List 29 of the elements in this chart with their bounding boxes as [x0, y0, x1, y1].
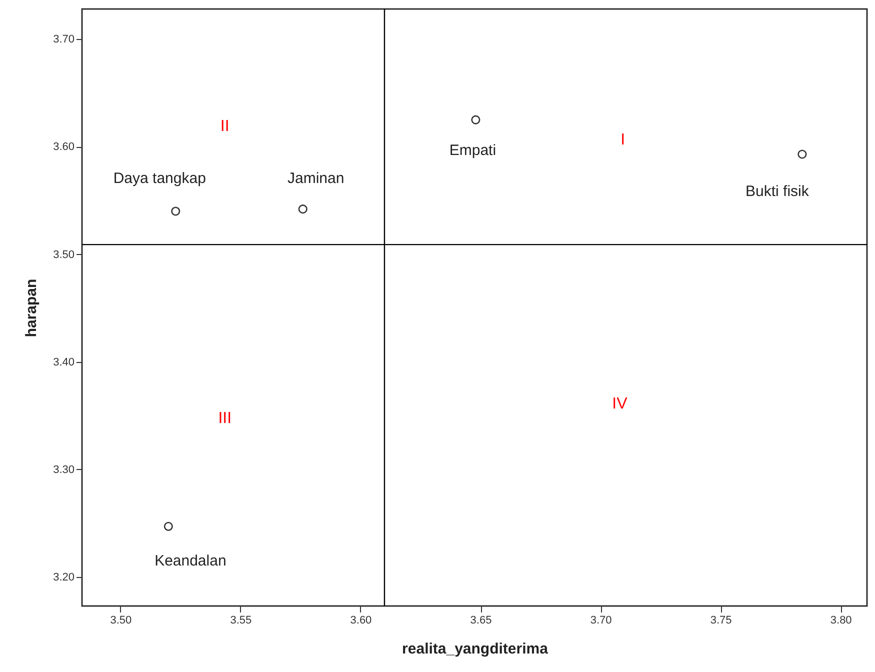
- y-tick-label: 3.50: [53, 248, 74, 261]
- y-tick-label: 3.20: [53, 571, 74, 584]
- point: [164, 522, 173, 531]
- annotation: II: [220, 118, 230, 136]
- y-tick-label: 3.30: [53, 464, 74, 476]
- x-tick-label: 3.70: [590, 614, 612, 626]
- point: [171, 206, 180, 216]
- annotation: III: [218, 410, 232, 427]
- y-tick-label: 3.60: [53, 141, 74, 154]
- x-axis-title: realita_yangditerima: [402, 640, 549, 658]
- data-label: Jaminan: [288, 170, 344, 188]
- data-label: Empati: [449, 142, 496, 159]
- x-tick-label: 3.75: [710, 614, 732, 626]
- point: [298, 204, 308, 214]
- x-tick-label: 3.65: [470, 614, 492, 626]
- y-axis-title: harapan: [23, 278, 40, 338]
- x-tick-label: 3.50: [110, 614, 132, 626]
- x-tick-label: 3.80: [830, 614, 852, 626]
- data-label: Bukti fisik: [746, 183, 810, 200]
- data-label: Daya tangkap: [113, 170, 206, 188]
- point: [471, 115, 480, 124]
- y-tick-label: 3.40: [53, 356, 74, 368]
- x-tick-label: 3.55: [230, 614, 252, 626]
- annotation: IV: [612, 396, 628, 413]
- y-tick-label: 3.70: [53, 34, 74, 46]
- point: [798, 150, 807, 159]
- data-label: Keandalan: [154, 552, 226, 570]
- annotation: I: [620, 132, 626, 149]
- x-tick-label: 3.60: [350, 614, 372, 626]
